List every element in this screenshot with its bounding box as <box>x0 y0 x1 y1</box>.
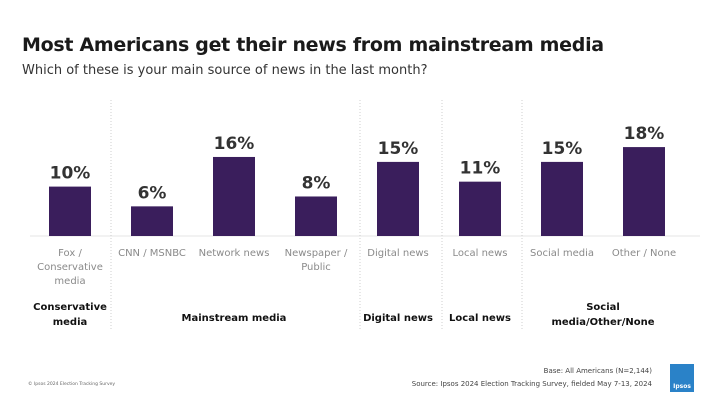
group-label-0: media <box>53 317 88 328</box>
category-label-0: Fox / <box>58 248 82 259</box>
data-label-3: 8% <box>302 173 331 193</box>
category-label-6: Social media <box>530 248 594 259</box>
group-label-2: Digital news <box>363 313 433 324</box>
data-label-6: 15% <box>542 139 583 159</box>
category-label-4: Digital news <box>367 248 429 259</box>
data-label-4: 15% <box>378 139 419 159</box>
data-label-2: 16% <box>214 134 255 154</box>
data-label-1: 6% <box>138 183 167 203</box>
source-note: Source: Ipsos 2024 Election Tracking Sur… <box>411 380 652 388</box>
bar-1 <box>131 206 173 236</box>
bar-6 <box>541 161 583 236</box>
bar-3 <box>295 196 337 236</box>
bar-chart: 10% Fox / Conservative media 6% CNN / MSNBC 16… <box>30 100 700 330</box>
chart-title: Most Americans get their news from mains… <box>22 34 604 56</box>
group-label-4: Social <box>586 302 620 313</box>
chart-subtitle: Which of these is your main source of ne… <box>22 63 428 78</box>
copyright-note: © Ipsos 2024 Election Tracking Survey <box>28 382 116 387</box>
bar-5 <box>459 181 501 236</box>
data-label-5: 11% <box>460 159 501 179</box>
category-label-5: Local news <box>453 248 508 259</box>
category-label-2: Network news <box>199 248 270 259</box>
category-label-3: Public <box>301 262 331 273</box>
category-label-0: Conservative <box>37 262 103 273</box>
group-label-0: Conservative <box>33 302 107 313</box>
group-label-4: media/Other/None <box>551 317 654 328</box>
group-label-1: Mainstream media <box>182 313 287 324</box>
data-label-0: 10% <box>50 164 91 184</box>
category-label-1: CNN / MSNBC <box>118 248 186 259</box>
bar-0 <box>49 186 91 236</box>
ipsos-logo: Ipsos <box>670 364 694 392</box>
category-label-7: Other / None <box>612 248 676 259</box>
bar-4 <box>377 161 419 236</box>
category-label-3: Newspaper / <box>285 248 348 259</box>
data-label-7: 18% <box>624 124 665 144</box>
bar-2 <box>213 156 255 236</box>
bar-7 <box>623 147 665 236</box>
category-label-0: media <box>54 276 85 287</box>
base-note: Base: All Americans (N=2,144) <box>543 367 652 375</box>
group-label-3: Local news <box>449 313 511 324</box>
logo-text: Ipsos <box>673 383 691 390</box>
